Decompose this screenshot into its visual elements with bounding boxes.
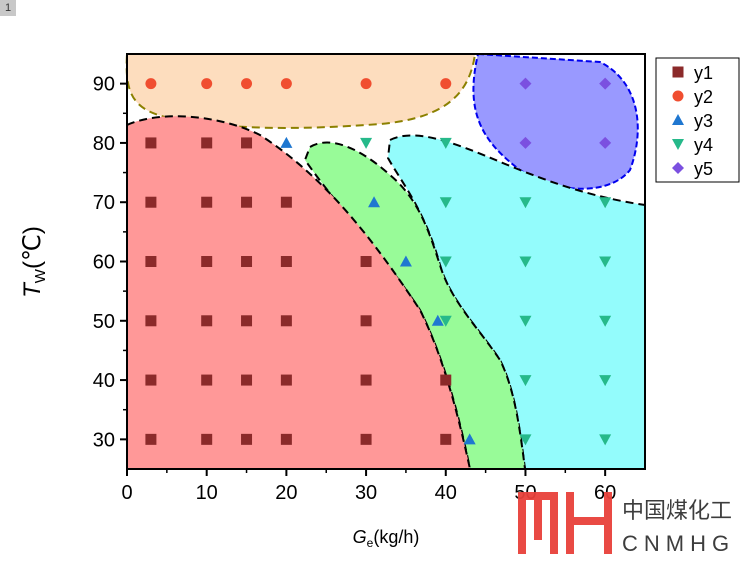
axes: 010203040506030405060708090 — [93, 74, 617, 504]
point-y1 — [145, 196, 157, 208]
point-y5 — [519, 77, 532, 90]
point-y4 — [519, 256, 532, 268]
y-tick-label: 80 — [93, 133, 115, 155]
point-y2 — [360, 78, 372, 90]
watermark-en: CNMHG — [622, 531, 735, 556]
watermark-cn: 中国煤化工 — [622, 499, 732, 524]
point-y2 — [241, 78, 253, 90]
point-y1 — [145, 137, 157, 149]
point-y4 — [599, 315, 612, 327]
point-y1 — [145, 315, 157, 327]
y-tick-label: 70 — [93, 192, 115, 214]
point-y3 — [280, 136, 293, 148]
point-y1 — [280, 196, 292, 208]
point-y1 — [360, 256, 372, 267]
region-y3-green — [303, 141, 527, 470]
point-y1 — [241, 196, 253, 208]
point-y1 — [241, 374, 253, 386]
point-y2 — [145, 78, 157, 90]
region-y5 — [472, 52, 639, 190]
y-tick-label: 40 — [93, 370, 115, 392]
legend-label-y2: y2 — [694, 87, 713, 107]
point-y1 — [280, 374, 292, 386]
point-y1 — [201, 196, 213, 208]
point-y1 — [145, 256, 157, 267]
legend-label-y3: y3 — [694, 111, 713, 131]
point-y1 — [201, 256, 213, 267]
point-y3 — [463, 433, 476, 445]
legend-marker-y2 — [672, 90, 684, 102]
point-y4 — [439, 315, 452, 327]
point-y1 — [280, 433, 292, 445]
point-y3 — [368, 196, 381, 208]
legend-marker-y3 — [672, 114, 684, 125]
x-tick-label: 20 — [275, 482, 297, 504]
point-y4 — [599, 434, 612, 446]
legend-marker-y5 — [672, 162, 684, 174]
point-y4 — [439, 137, 452, 149]
data-points — [145, 77, 612, 446]
point-y4 — [599, 375, 612, 387]
y-axis-title: TW(℃) — [19, 226, 49, 298]
point-y4 — [519, 197, 532, 209]
figure-number-badge: 1 — [0, 0, 16, 16]
point-y3 — [431, 314, 444, 326]
point-y4 — [599, 197, 612, 209]
legend-box — [655, 57, 740, 183]
point-y4 — [439, 197, 452, 209]
point-y4 — [519, 434, 532, 446]
point-y1 — [145, 433, 157, 445]
point-y1 — [280, 315, 292, 327]
point-y1 — [201, 137, 213, 149]
point-y1 — [241, 256, 253, 267]
point-y5 — [599, 136, 612, 149]
point-y1 — [280, 256, 292, 267]
point-y4 — [360, 137, 373, 149]
point-y4 — [519, 375, 532, 387]
region-y2 — [125, 53, 477, 129]
legend-marker-y4 — [672, 139, 684, 150]
legend: y1 y2 y3 y4 y5 — [655, 57, 740, 183]
legend-marker-y1 — [672, 66, 684, 78]
point-y5 — [519, 136, 532, 149]
point-y1 — [360, 315, 372, 327]
region-y1 — [126, 115, 472, 470]
point-y2 — [440, 78, 452, 90]
legend-label-y1: y1 — [694, 63, 713, 83]
y-tick-label: 90 — [93, 74, 115, 96]
point-y1 — [241, 433, 253, 445]
point-y1 — [145, 374, 157, 386]
point-y1 — [201, 374, 213, 386]
point-y2 — [201, 78, 213, 90]
x-axis-title: Ge(kg/h) — [353, 527, 420, 550]
watermark: 中国煤化工 CNMHG — [518, 492, 735, 556]
x-tick-label: 30 — [355, 482, 377, 504]
point-y1 — [440, 374, 452, 386]
point-y3 — [399, 255, 412, 267]
watermark-logo — [518, 492, 612, 554]
x-tick-label: 0 — [121, 482, 132, 504]
legend-label-y4: y4 — [694, 135, 713, 155]
y-tick-label: 60 — [93, 252, 115, 274]
point-y4 — [439, 256, 452, 268]
x-tick-label: 10 — [196, 482, 218, 504]
point-y1 — [440, 433, 452, 445]
point-y1 — [360, 433, 372, 445]
point-y1 — [360, 374, 372, 386]
regions — [125, 52, 646, 470]
region-y4-cyan — [386, 134, 646, 470]
point-y1 — [201, 315, 213, 327]
point-y4 — [599, 256, 612, 268]
point-y4 — [519, 315, 532, 327]
point-y5 — [599, 77, 612, 90]
point-y1 — [241, 315, 253, 327]
point-y1 — [201, 433, 213, 445]
point-y2 — [280, 78, 292, 90]
point-y1 — [241, 137, 253, 149]
x-tick-label: 40 — [435, 482, 457, 504]
y-tick-label: 50 — [93, 311, 115, 333]
legend-label-y5: y5 — [694, 159, 713, 179]
y-tick-label: 30 — [93, 429, 115, 451]
